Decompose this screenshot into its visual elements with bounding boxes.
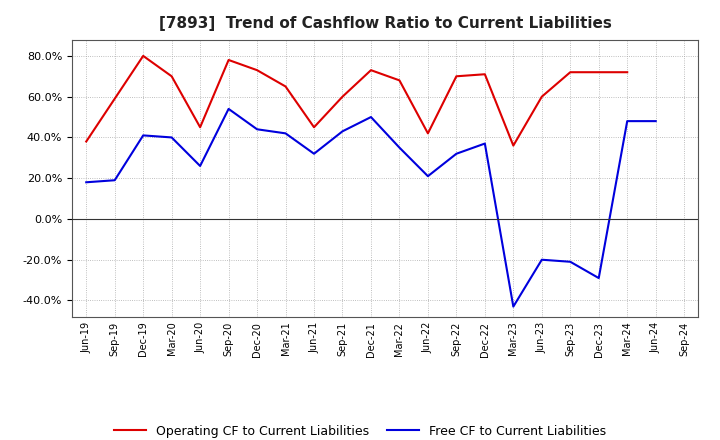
Free CF to Current Liabilities <box>566 259 575 264</box>
Free CF to Current Liabilities <box>139 133 148 138</box>
Free CF to Current Liabilities <box>366 114 375 120</box>
Operating CF to Current Liabilities <box>509 143 518 148</box>
Free CF to Current Liabilities <box>423 173 432 179</box>
Operating CF to Current Liabilities <box>82 139 91 144</box>
Free CF to Current Liabilities <box>652 118 660 124</box>
Operating CF to Current Liabilities <box>595 70 603 75</box>
Free CF to Current Liabilities <box>480 141 489 146</box>
Operating CF to Current Liabilities <box>566 70 575 75</box>
Free CF to Current Liabilities <box>395 145 404 150</box>
Operating CF to Current Liabilities <box>167 73 176 79</box>
Free CF to Current Liabilities <box>338 128 347 134</box>
Operating CF to Current Liabilities <box>139 53 148 59</box>
Free CF to Current Liabilities <box>167 135 176 140</box>
Free CF to Current Liabilities <box>509 304 518 309</box>
Free CF to Current Liabilities <box>310 151 318 156</box>
Free CF to Current Liabilities <box>452 151 461 156</box>
Free CF to Current Liabilities <box>595 275 603 281</box>
Legend: Operating CF to Current Liabilities, Free CF to Current Liabilities: Operating CF to Current Liabilities, Fre… <box>109 420 611 440</box>
Operating CF to Current Liabilities <box>537 94 546 99</box>
Operating CF to Current Liabilities <box>310 125 318 130</box>
Free CF to Current Liabilities <box>253 127 261 132</box>
Operating CF to Current Liabilities <box>623 70 631 75</box>
Line: Operating CF to Current Liabilities: Operating CF to Current Liabilities <box>86 56 627 146</box>
Operating CF to Current Liabilities <box>423 131 432 136</box>
Operating CF to Current Liabilities <box>480 72 489 77</box>
Operating CF to Current Liabilities <box>253 67 261 73</box>
Operating CF to Current Liabilities <box>338 94 347 99</box>
Operating CF to Current Liabilities <box>366 67 375 73</box>
Free CF to Current Liabilities <box>196 163 204 169</box>
Free CF to Current Liabilities <box>225 106 233 111</box>
Line: Free CF to Current Liabilities: Free CF to Current Liabilities <box>86 109 656 307</box>
Operating CF to Current Liabilities <box>395 78 404 83</box>
Free CF to Current Liabilities <box>110 178 119 183</box>
Operating CF to Current Liabilities <box>225 57 233 62</box>
Operating CF to Current Liabilities <box>196 125 204 130</box>
Title: [7893]  Trend of Cashflow Ratio to Current Liabilities: [7893] Trend of Cashflow Ratio to Curren… <box>159 16 611 32</box>
Operating CF to Current Liabilities <box>452 73 461 79</box>
Free CF to Current Liabilities <box>282 131 290 136</box>
Free CF to Current Liabilities <box>537 257 546 262</box>
Free CF to Current Liabilities <box>623 118 631 124</box>
Operating CF to Current Liabilities <box>282 84 290 89</box>
Free CF to Current Liabilities <box>82 180 91 185</box>
